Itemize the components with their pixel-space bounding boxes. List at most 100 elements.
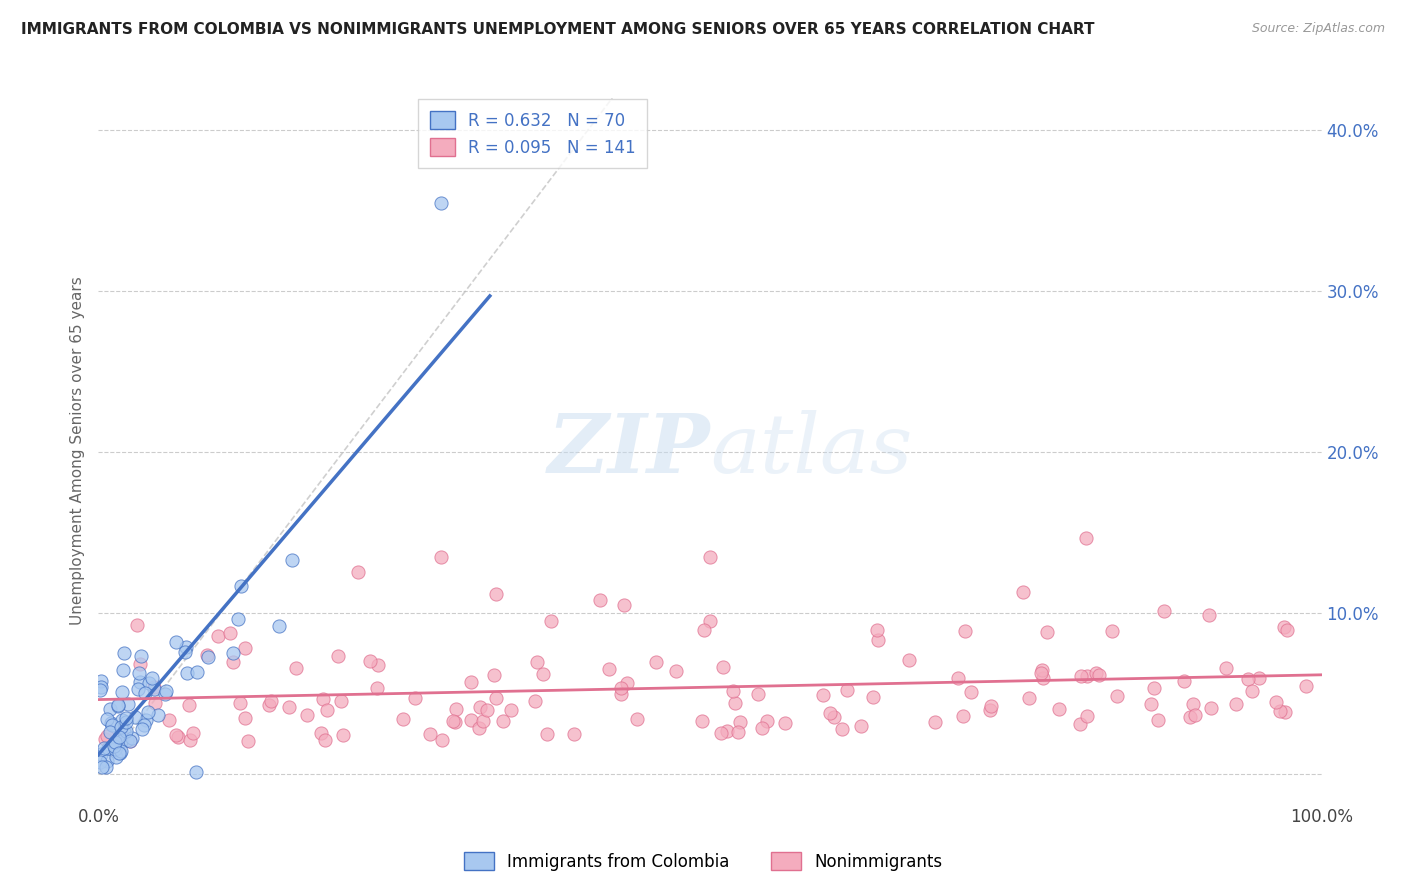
- Point: [716, 724, 738, 739]
- Point: [135, 713, 157, 727]
- Point: [1274, 620, 1296, 634]
- Point: [443, 714, 465, 729]
- Point: [444, 702, 467, 716]
- Point: [267, 618, 290, 632]
- Point: [1249, 671, 1271, 685]
- Point: [693, 623, 716, 637]
- Point: [229, 696, 252, 710]
- Point: [94, 732, 117, 747]
- Point: [501, 703, 523, 717]
- Point: [610, 681, 633, 695]
- Point: [138, 676, 160, 690]
- Point: [392, 712, 415, 726]
- Point: [347, 565, 370, 579]
- Point: [589, 592, 612, 607]
- Point: [117, 697, 139, 711]
- Point: [1035, 625, 1057, 640]
- Point: [562, 726, 585, 740]
- Point: [866, 623, 889, 637]
- Point: [1180, 710, 1202, 724]
- Point: [727, 725, 749, 739]
- Point: [96, 755, 118, 769]
- Point: [979, 703, 1001, 717]
- Point: [482, 668, 505, 682]
- Point: [90, 747, 112, 761]
- Point: [1032, 671, 1054, 685]
- Point: [485, 690, 508, 705]
- Point: [128, 666, 150, 681]
- Point: [1181, 698, 1204, 712]
- Point: [125, 618, 148, 632]
- Point: [1088, 667, 1111, 681]
- Point: [616, 676, 638, 690]
- Point: [1143, 681, 1166, 695]
- Point: [314, 732, 336, 747]
- Point: [1084, 666, 1107, 681]
- Point: [98, 701, 121, 715]
- Point: [174, 645, 197, 659]
- Point: [404, 691, 426, 706]
- Point: [610, 687, 633, 701]
- Point: [756, 714, 779, 728]
- Point: [134, 686, 156, 700]
- Point: [179, 733, 201, 747]
- Point: [132, 717, 155, 731]
- Point: [1268, 704, 1291, 718]
- Point: [107, 698, 129, 712]
- Point: [540, 614, 562, 628]
- Point: [699, 549, 721, 564]
- Point: [143, 682, 166, 697]
- Point: [1018, 690, 1040, 705]
- Point: [284, 661, 307, 675]
- Point: [751, 721, 773, 735]
- Point: [155, 684, 177, 698]
- Point: [91, 759, 114, 773]
- Point: [1198, 607, 1220, 622]
- Point: [1236, 672, 1258, 686]
- Y-axis label: Unemployment Among Seniors over 65 years: Unemployment Among Seniors over 65 years: [70, 277, 86, 624]
- Point: [110, 744, 132, 758]
- Legend: Immigrants from Colombia, Nonimmigrants: Immigrants from Colombia, Nonimmigrants: [456, 844, 950, 880]
- Point: [328, 648, 350, 663]
- Point: [723, 696, 745, 710]
- Point: [711, 659, 734, 673]
- Point: [176, 640, 198, 654]
- Point: [831, 723, 853, 737]
- Point: [980, 699, 1002, 714]
- Point: [195, 648, 218, 663]
- Point: [222, 655, 245, 669]
- Point: [330, 694, 353, 708]
- Point: [111, 684, 134, 698]
- Point: [112, 725, 135, 739]
- Point: [897, 653, 920, 667]
- Point: [1199, 701, 1222, 715]
- Legend: R = 0.632   N = 70, R = 0.095   N = 141: R = 0.632 N = 70, R = 0.095 N = 141: [418, 99, 647, 169]
- Point: [100, 716, 122, 731]
- Point: [709, 725, 731, 739]
- Point: [1140, 697, 1163, 711]
- Point: [197, 650, 219, 665]
- Point: [112, 731, 135, 745]
- Point: [233, 640, 256, 655]
- Point: [645, 656, 668, 670]
- Point: [315, 703, 337, 717]
- Point: [477, 703, 499, 717]
- Point: [96, 729, 118, 743]
- Point: [359, 654, 381, 668]
- Point: [692, 714, 714, 728]
- Point: [108, 746, 131, 760]
- Point: [219, 625, 242, 640]
- Point: [112, 663, 135, 677]
- Point: [104, 750, 127, 764]
- Point: [136, 706, 159, 720]
- Point: [626, 712, 648, 726]
- Text: Source: ZipAtlas.com: Source: ZipAtlas.com: [1251, 22, 1385, 36]
- Point: [312, 692, 335, 706]
- Point: [93, 740, 115, 755]
- Point: [176, 666, 198, 681]
- Point: [110, 734, 132, 748]
- Point: [107, 698, 129, 713]
- Point: [1031, 666, 1053, 681]
- Point: [1295, 679, 1317, 693]
- Point: [309, 725, 332, 739]
